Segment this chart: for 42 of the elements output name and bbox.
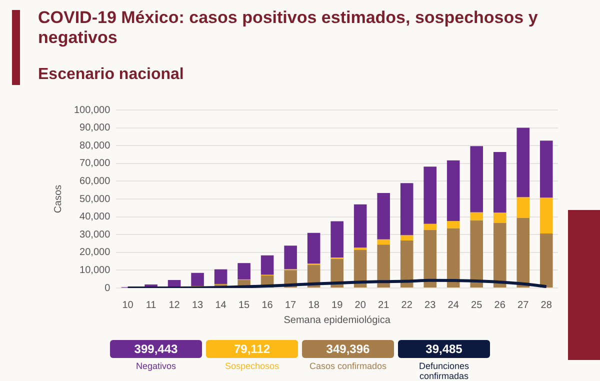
text: 349,396 [302, 340, 394, 358]
y-tick-label: 70,000 [80, 158, 111, 170]
text: Negativos [134, 361, 178, 371]
x-axis-title: Semana epidemiológica [284, 314, 391, 326]
x-tick-label: 20 [354, 300, 366, 311]
y-tick-label: 100,000 [74, 104, 111, 116]
x-tick-label: 22 [401, 300, 413, 311]
y-tick-label: 10,000 [80, 264, 111, 276]
x-tick-label: 11 [146, 300, 157, 311]
x-tick-label: 10 [122, 300, 134, 311]
x-tick-label: 27 [518, 300, 530, 311]
text: 79,112 [206, 340, 298, 358]
y-tick-label: 20,000 [80, 247, 111, 258]
x-tick-label: 21 [378, 300, 390, 311]
text: Casos confirmados [308, 361, 388, 371]
x-tick-label: 26 [494, 300, 506, 311]
x-tick-label: 18 [308, 300, 320, 311]
x-tick-label: 14 [215, 300, 227, 311]
x-tick-label: 15 [238, 300, 250, 311]
chart-subtitle: Escenario nacional [38, 66, 184, 84]
y-axis-title: Casos [52, 184, 64, 214]
x-tick-label: 13 [192, 300, 204, 311]
y-tick-label: 80,000 [80, 140, 111, 152]
text: 399,443 [110, 340, 202, 358]
y-tick-label: 60,000 [80, 176, 111, 187]
text: Defunciones confirmadas [418, 361, 470, 381]
y-tick-label: 90,000 [80, 122, 111, 134]
y-tick-label: 30,000 [80, 229, 111, 240]
x-tick-label: 24 [448, 300, 460, 311]
text: Sospechosos [224, 361, 280, 371]
x-tick-label: 16 [262, 300, 274, 311]
x-tick-label: 12 [168, 300, 180, 311]
y-tick-label: 50,000 [80, 194, 111, 205]
x-tick-label: 28 [540, 300, 552, 311]
text: 39,485 [398, 340, 490, 358]
x-tick-label: 17 [285, 300, 297, 311]
x-tick-label: 23 [424, 300, 436, 311]
y-tick-label: 40,000 [80, 212, 111, 223]
x-tick-label: 19 [332, 300, 344, 311]
y-tick-label: 0 [104, 282, 111, 294]
x-tick-label: 25 [471, 300, 483, 311]
chart-title: COVID-19 México: casos positivos estimados, sospechosos y negativos [38, 8, 539, 48]
